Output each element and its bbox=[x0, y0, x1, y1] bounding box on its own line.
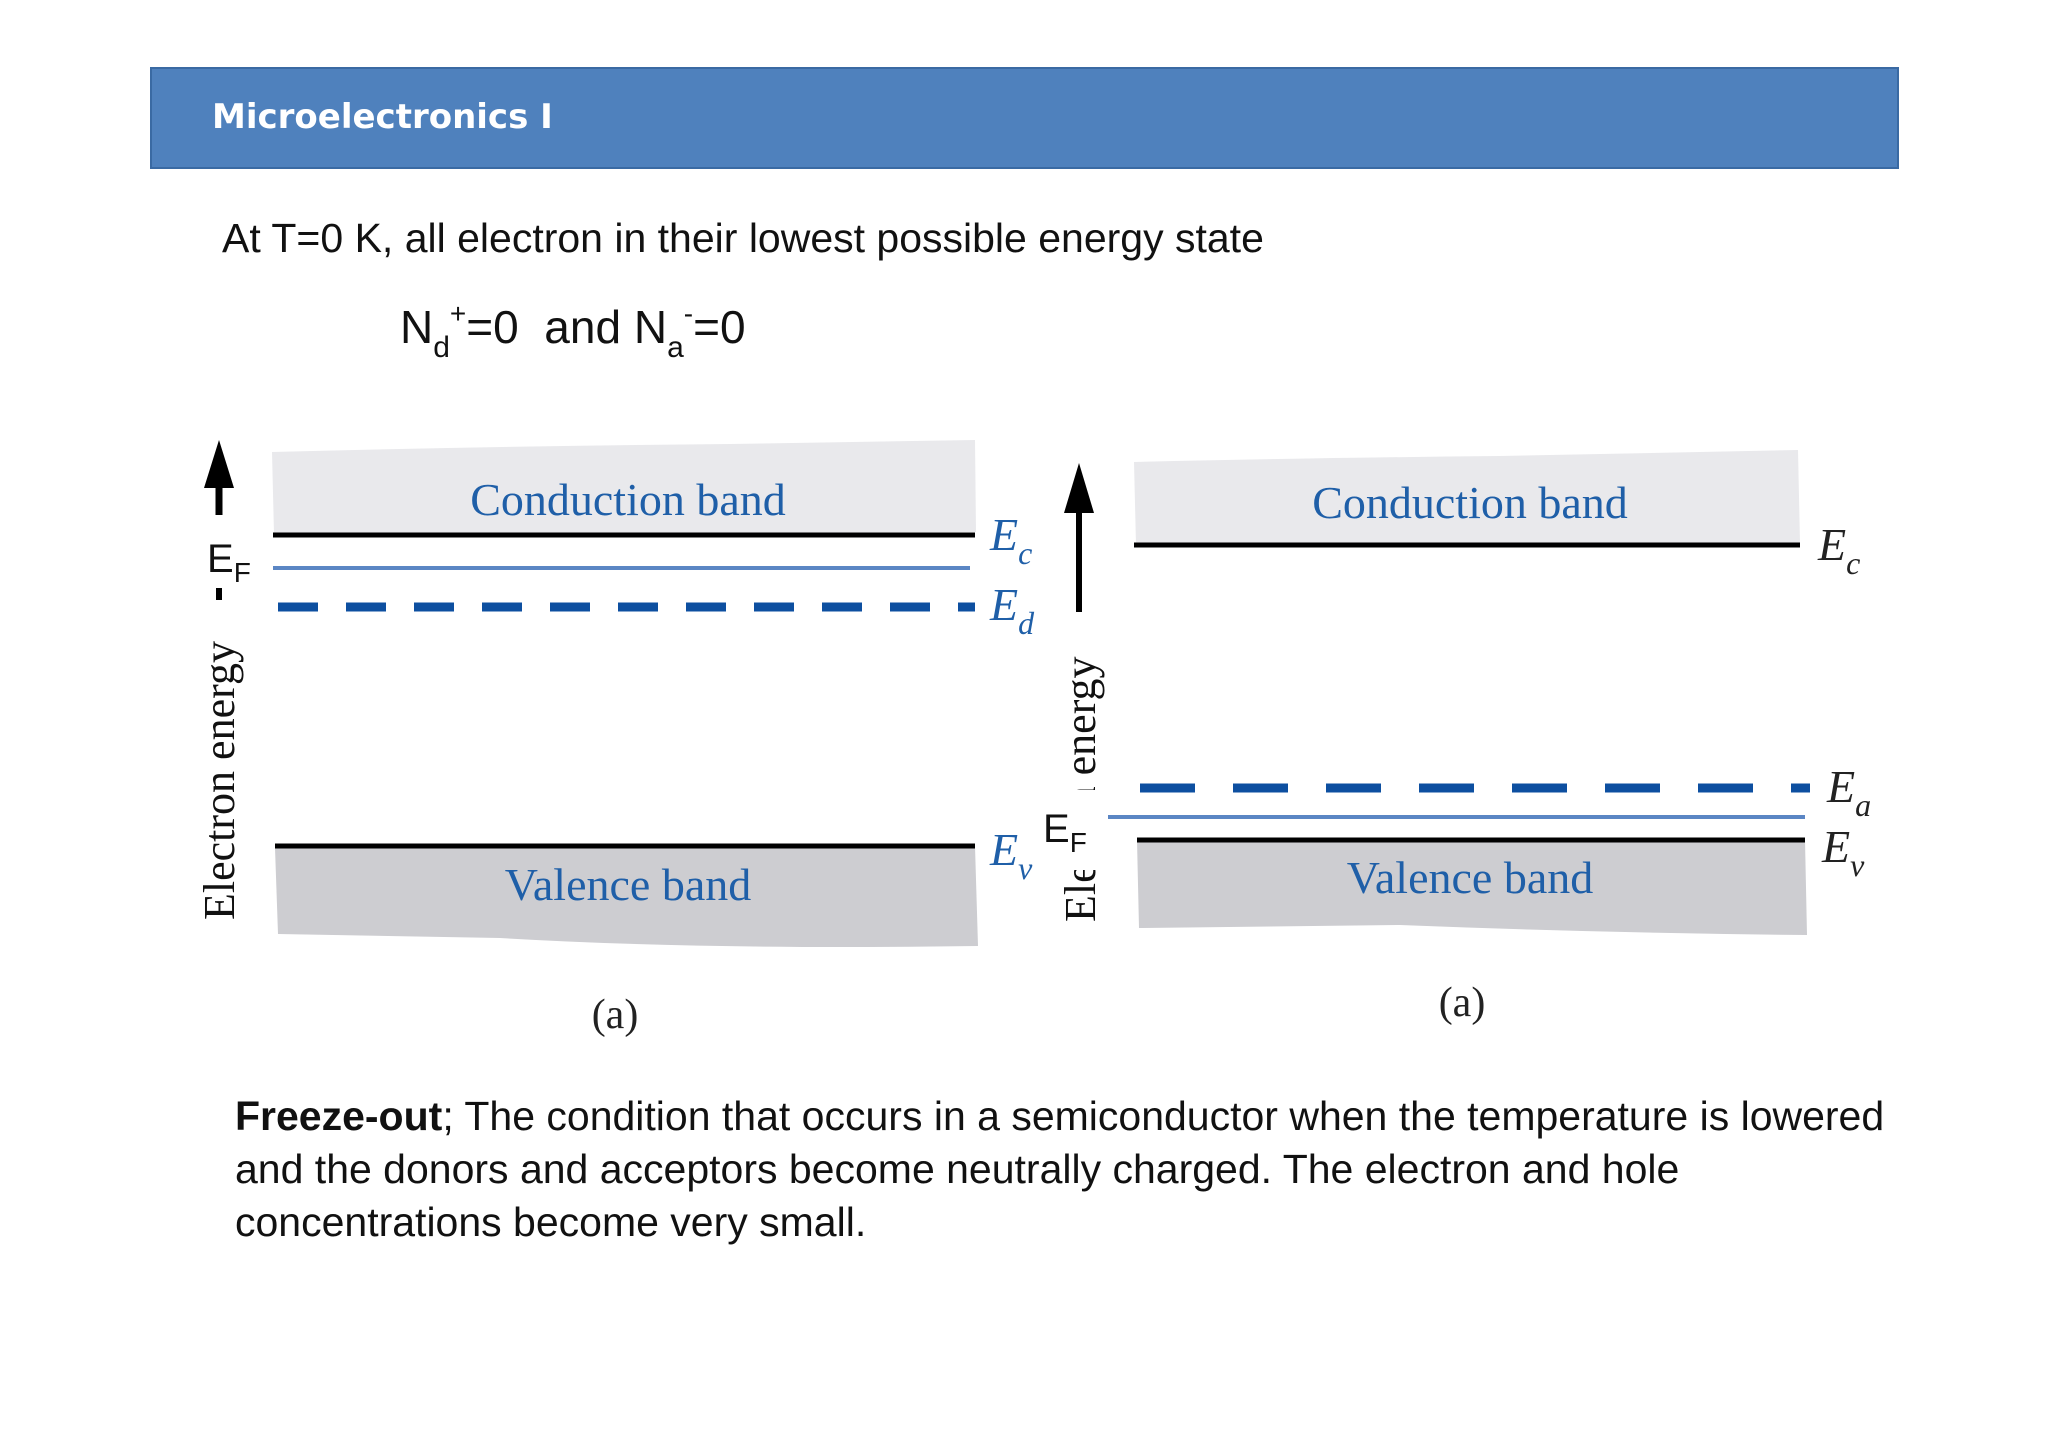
right-ea-label: Ea bbox=[1826, 761, 1871, 823]
header-bar: Microelectronics I bbox=[150, 67, 1899, 169]
left-conduction-band-region bbox=[272, 440, 976, 534]
left-ed-label: Ed bbox=[989, 579, 1035, 641]
right-conduction-band-label: Conduction band bbox=[1312, 477, 1628, 528]
right-ev-label: Ev bbox=[1821, 821, 1865, 883]
left-conduction-band-label: Conduction band bbox=[470, 474, 786, 525]
left-valence-band-label: Valence band bbox=[505, 859, 752, 910]
right-valence-band-label: Valence band bbox=[1347, 852, 1594, 903]
right-ec-label: Ec bbox=[1817, 519, 1860, 581]
left-band-diagram: Conduction band Valence band Electron en… bbox=[195, 440, 1035, 1038]
left-ef-label: EF bbox=[207, 537, 251, 588]
left-axis-arrowhead-icon bbox=[204, 440, 234, 488]
right-caption: (a) bbox=[1439, 980, 1486, 1026]
right-ef-label: EF bbox=[1043, 807, 1087, 858]
left-axis-label: Electron energy bbox=[195, 641, 244, 920]
definition-text: ; The condition that occurs in a semicon… bbox=[235, 1093, 1885, 1245]
right-axis-label-mask bbox=[1062, 790, 1102, 870]
right-band-diagram: Conduction band Valence band Ele n energ… bbox=[1043, 450, 1871, 1026]
definition-term: Freeze-out bbox=[235, 1093, 443, 1139]
header-title: Microelectronics I bbox=[212, 97, 553, 137]
right-axis-label: Ele n energy bbox=[1056, 656, 1105, 922]
right-axis-arrowhead-icon bbox=[1064, 463, 1094, 513]
left-ev-label: Ev bbox=[989, 824, 1033, 886]
left-ec-label: Ec bbox=[989, 509, 1032, 571]
right-conduction-band-region bbox=[1134, 450, 1800, 545]
left-caption: (a) bbox=[592, 992, 639, 1038]
equation-text: Nd+=0 and Na-=0 bbox=[400, 298, 746, 364]
right-valence-band-region bbox=[1137, 840, 1807, 935]
statement-text: At T=0 K, all electron in their lowest p… bbox=[222, 215, 1264, 261]
left-valence-band-region bbox=[275, 846, 978, 947]
freeze-out-definition: Freeze-out; The condition that occurs in… bbox=[235, 1090, 1915, 1249]
